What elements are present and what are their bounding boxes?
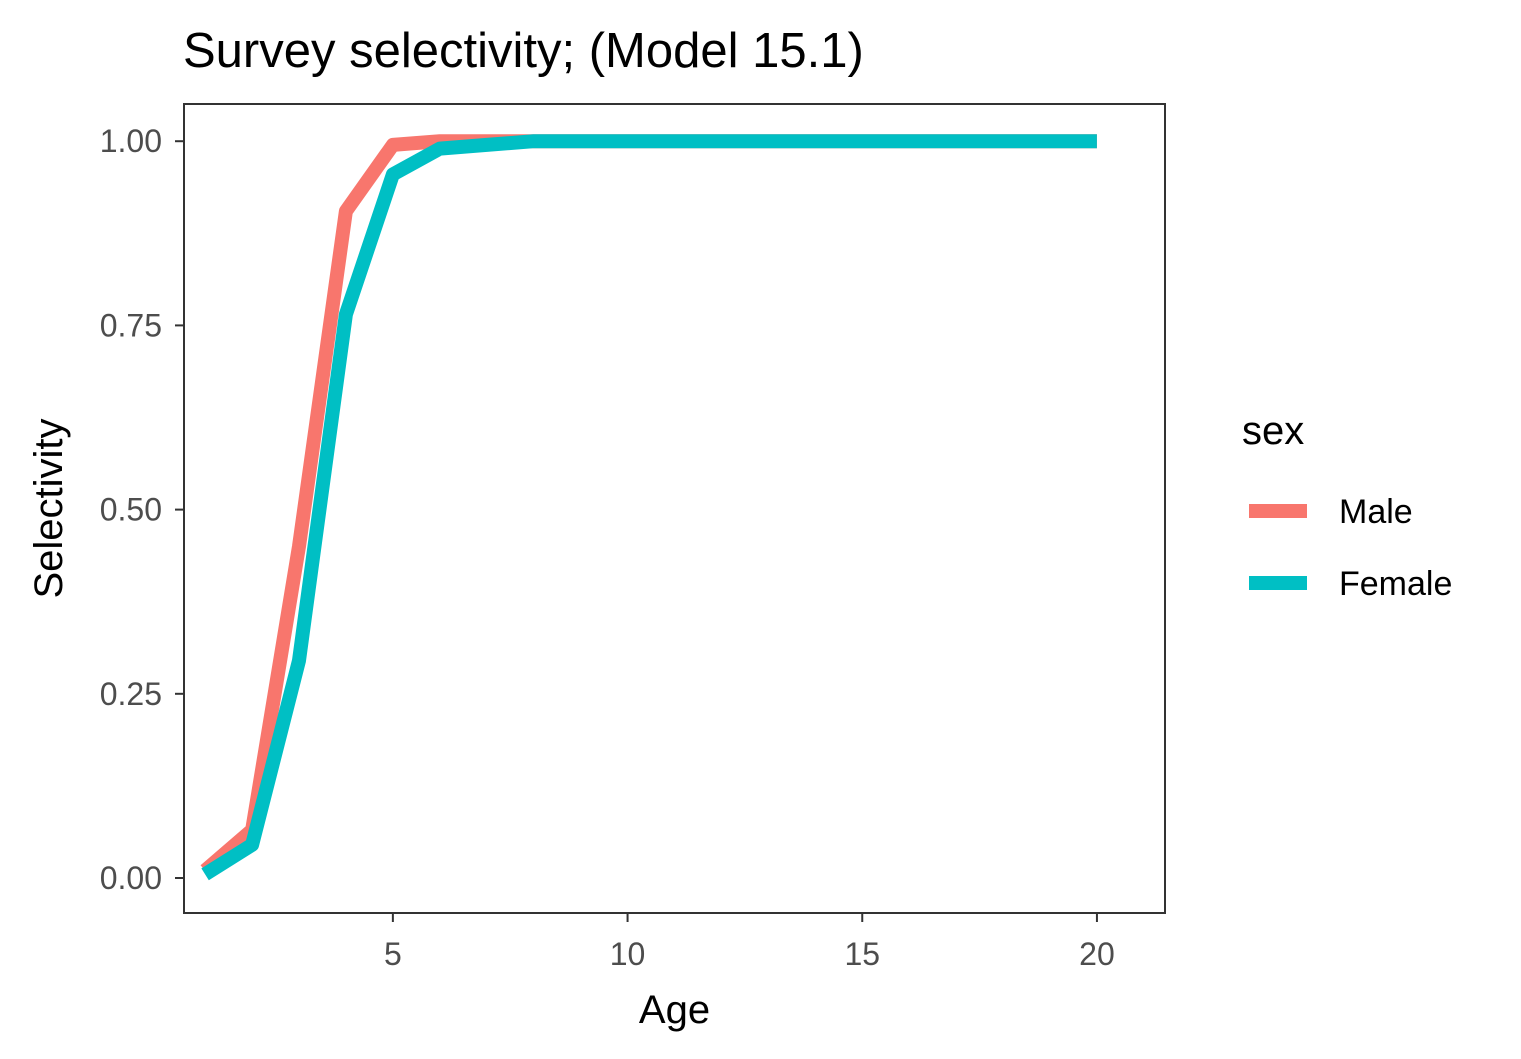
legend-title: sex (1242, 409, 1304, 453)
y-tick-label: 0.75 (100, 307, 162, 343)
plot-panel-border (183, 103, 1166, 914)
y-tick-label: 0.00 (100, 860, 162, 896)
legend-label-female: Female (1339, 565, 1452, 603)
x-axis: 5 10 15 20 (384, 913, 1115, 972)
legend-label-male: Male (1339, 493, 1413, 531)
legend-items: Male Female (1249, 493, 1452, 603)
y-tick-label: 0.25 (100, 676, 162, 712)
y-axis: 0.00 0.25 0.50 0.75 1.00 (100, 123, 184, 896)
series-line-female (201, 134, 1097, 881)
y-tick-label: 1.00 (100, 123, 162, 159)
x-tick-label: 15 (844, 936, 880, 972)
y-axis-title: Selectivity (27, 418, 71, 598)
x-tick-label: 20 (1079, 936, 1115, 972)
x-tick-label: 5 (384, 936, 402, 972)
legend: sex Male Female (1242, 409, 1452, 603)
series-line-male (200, 134, 1097, 876)
x-axis-title: Age (639, 988, 710, 1032)
plot-lines (200, 134, 1097, 881)
chart-title: Survey selectivity; (Model 15.1) (183, 24, 864, 78)
x-tick-label: 10 (610, 936, 646, 972)
y-tick-label: 0.50 (100, 492, 162, 528)
